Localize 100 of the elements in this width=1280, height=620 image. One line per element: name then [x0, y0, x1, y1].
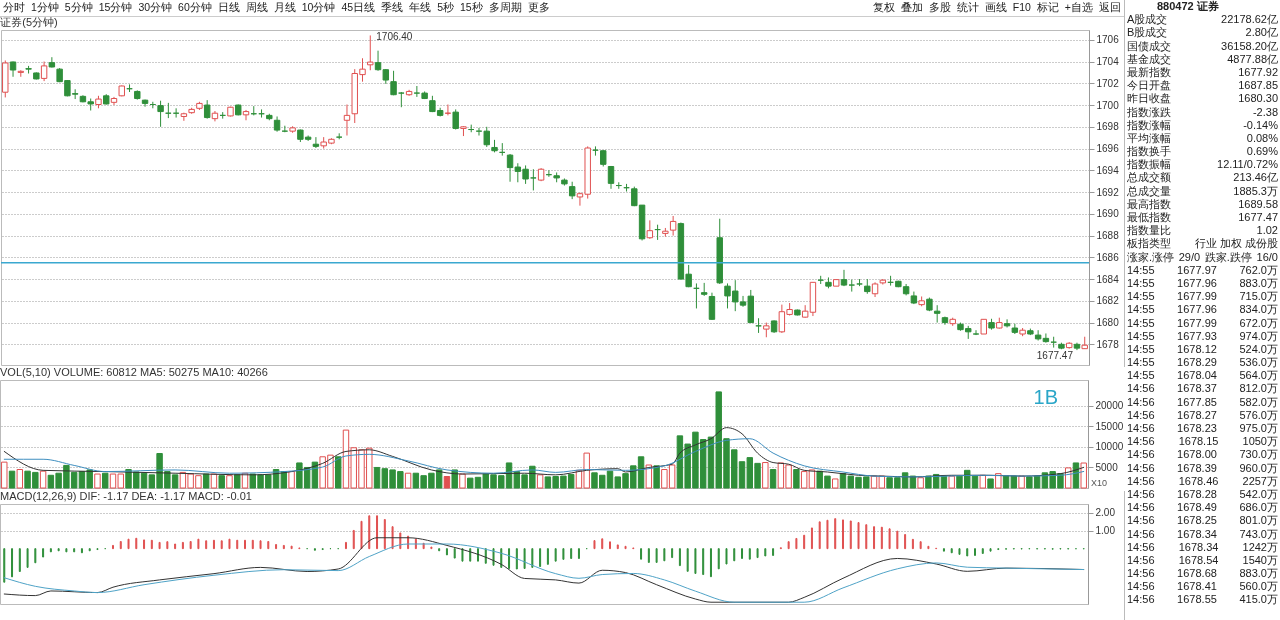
text: 14:56 1678.34 1242万 [1127, 540, 1278, 553]
y-tick-label: 1698 [1096, 121, 1120, 133]
text: 14:56 1678.41 560.0万 [1127, 580, 1278, 593]
y-tick-label: 1690 [1096, 208, 1120, 220]
text: 14:56 1678.27 576.0万 [1127, 408, 1278, 421]
text: 14:56 1678.25 801.0万 [1127, 514, 1278, 527]
text: +自选 [1063, 1, 1094, 15]
text: 多股 [927, 1, 952, 15]
candlestick [972, 329, 980, 336]
y-tick-label: 1688 [1096, 230, 1120, 242]
y-tick-label: 1680 [1096, 317, 1120, 329]
text: 今日开盘 1687.85 [1127, 79, 1278, 92]
text: 季线 [380, 1, 405, 15]
text: 指数涨跌 -2.38 [1127, 105, 1278, 118]
text: 14:55 1678.29 536.0万 [1127, 356, 1278, 369]
candlestick [203, 99, 211, 120]
y-tick-label: 10000 [1095, 441, 1124, 453]
bar [769, 469, 777, 489]
line-series [3, 438, 1085, 478]
text: 指数涨幅 -0.14% [1127, 118, 1278, 131]
y-tick-label: 1686 [1096, 251, 1120, 263]
y-tick-label: 15000 [1095, 420, 1124, 432]
y-tick-label: 20000 [1095, 400, 1124, 412]
text: 标记 [1035, 1, 1060, 15]
text: 14:56 1678.23 975.0万 [1127, 422, 1278, 434]
candlestick [452, 108, 459, 131]
y-tick-label: 1692 [1096, 186, 1120, 198]
text: 14:55 1677.96 834.0万 [1127, 303, 1278, 316]
text: 日线 [216, 1, 241, 15]
y-tick-label: 1704 [1096, 56, 1120, 68]
text: 最低指数 1677.47 [1127, 211, 1278, 223]
candlestick [180, 112, 188, 122]
text: 880472 证券 [1156, 0, 1220, 14]
text: 分时 [2, 1, 26, 15]
y-tick-label: 1684 [1096, 273, 1120, 285]
bar [218, 475, 225, 489]
y-tick-label: 1678 [1096, 338, 1120, 350]
text: 14:56 1678.49 686.0万 [1127, 501, 1278, 514]
text: 国债成交 36158.20亿 [1127, 39, 1278, 52]
text: 14:56 1678.28 542.0万 [1127, 487, 1278, 500]
bar [8, 470, 16, 489]
text: 平均涨幅 0.08% [1127, 131, 1278, 144]
text: 周线 [244, 1, 269, 15]
y-tick-label: 5000 [1095, 461, 1119, 473]
text: 60分钟 [177, 1, 213, 15]
text: X10 [1091, 478, 1108, 488]
text: 14:56 1678.39 960.0万 [1127, 461, 1278, 474]
chart-title: MACD(12,26,9) DIF: -1.17 DEA: -1.17 MACD: -0.01 [0, 490, 252, 502]
text: 最新指数 1677.92 [1127, 65, 1278, 78]
y-tick-label: 1696 [1096, 143, 1120, 155]
annotation: 1B [1033, 386, 1058, 408]
text: 涨家.涨停 29/0 跌家.跌停 16/0 [1127, 250, 1278, 264]
text: 30分钟 [137, 1, 174, 15]
text: 返回 [1098, 1, 1122, 15]
text: 15分钟 [97, 1, 134, 15]
text: F10 [1011, 1, 1032, 15]
candlestick [242, 109, 250, 121]
text: 月线 [272, 1, 297, 15]
candlestick [40, 61, 48, 82]
text: 指数换手 0.69% [1127, 145, 1278, 158]
text: 更多 [526, 1, 551, 15]
candlestick [530, 168, 537, 191]
bar [234, 474, 241, 489]
text: 昨日收盘 1680.30 [1127, 92, 1278, 105]
text: 10分钟 [300, 1, 337, 15]
bar [202, 473, 210, 489]
text: 14:56 1678.54 1540万 [1127, 553, 1278, 566]
y-tick-label: 1694 [1096, 164, 1120, 176]
text: 14:55 1678.04 564.0万 [1127, 369, 1278, 382]
text: 45日线 [340, 1, 377, 15]
y-tick-label: 1682 [1096, 295, 1120, 307]
text: 14:56 1678.37 812.0万 [1127, 382, 1278, 395]
text: 14:55 1677.99 715.0万 [1127, 290, 1278, 303]
bar [653, 465, 660, 489]
text: 14:55 1677.93 974.0万 [1127, 329, 1278, 342]
text: 14:55 1678.12 524.0万 [1127, 342, 1278, 355]
text: 14:55 1677.97 762.0万 [1127, 263, 1278, 276]
text: 复权 [871, 1, 896, 15]
candlestick [48, 56, 56, 69]
bar [793, 469, 800, 489]
text: 14:55 1677.96 883.0万 [1127, 276, 1278, 289]
text: 多周期 [487, 1, 523, 15]
text: 总成交量 1885.3万 [1127, 184, 1278, 197]
y-tick-label: 1702 [1096, 77, 1120, 89]
bar [987, 478, 994, 489]
text: 最高指数 1689.58 [1127, 197, 1278, 210]
text: 指数振幅 12.11/0.72% [1127, 158, 1278, 171]
candlestick [390, 70, 397, 96]
text: 14:56 1678.46 2257万 [1127, 474, 1278, 487]
text: 指数量比 1.02 [1127, 224, 1278, 237]
text: 5分钟 [63, 1, 94, 15]
text: 基金成交 4877.88亿 [1127, 52, 1278, 65]
y-tick-label: 2.00 [1095, 507, 1116, 519]
bar [102, 472, 109, 489]
bar [334, 456, 342, 489]
candlestick [1003, 318, 1011, 328]
chart-title: VOL(5,10) VOLUME: 60812 MA5: 50275 MA10: 40266 [0, 366, 268, 378]
candlestick [840, 269, 848, 287]
text: 5秒 [436, 1, 455, 15]
candlestick [646, 219, 654, 240]
